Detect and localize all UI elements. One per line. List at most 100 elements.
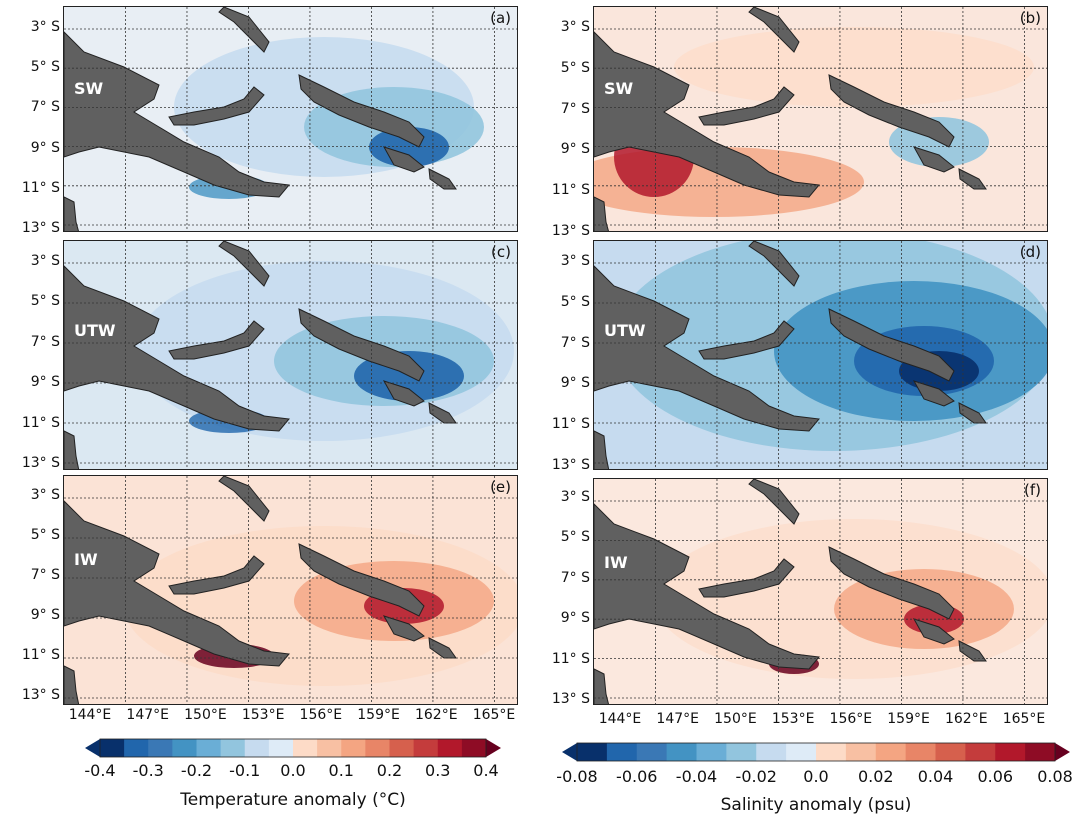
colorbar-bin <box>577 743 608 761</box>
map-panel-c: UTW (c) <box>63 240 518 470</box>
san-cristobal-island <box>958 640 987 662</box>
australia-landmass <box>594 668 610 704</box>
colorbar-bin <box>995 743 1026 761</box>
latitude-label: 9° S <box>30 139 60 156</box>
colorbar-outline <box>99 738 487 758</box>
longitude-label: 165°E <box>472 707 516 723</box>
colorbar-tick-label: -0.2 <box>180 761 213 780</box>
latitude-label: 3° S <box>560 253 590 269</box>
solomon-islands <box>298 308 425 382</box>
latitude-label: 7° S <box>30 99 60 116</box>
latitude-label: 11° S <box>551 416 590 433</box>
latitude-label: 3° S <box>30 19 60 35</box>
colorbar-extend-min <box>85 739 100 757</box>
colorbar-bin <box>636 743 668 761</box>
latitude-label: 7° S <box>30 333 60 350</box>
colorbar-bin <box>845 743 877 761</box>
map-panel-f: IW (f) <box>593 478 1048 705</box>
colorbar-bin <box>389 739 415 757</box>
latitude-label: 3° S <box>30 487 60 503</box>
longitude-label: 159°E <box>887 711 930 727</box>
colorbar-bin <box>875 743 907 761</box>
colorbar-bin <box>172 739 197 757</box>
panel-letter: (f) <box>1024 481 1041 499</box>
longitude-label: 159°E <box>357 707 400 723</box>
latitude-label: 7° S <box>560 334 590 351</box>
colorbar-tick-label: 0.1 <box>328 761 354 780</box>
map-panel-b: SW (b) <box>593 6 1048 232</box>
colorbar-bin <box>816 743 847 761</box>
latitude-label: 7° S <box>560 569 590 586</box>
australia-landmass <box>64 665 80 704</box>
new-ireland-island <box>748 479 800 525</box>
solomon-islands <box>298 74 425 148</box>
colorbar-outline <box>576 742 1056 762</box>
longitude-label: 153°E <box>771 711 815 727</box>
region-label: IW <box>604 553 628 572</box>
australia-landmass <box>594 196 609 231</box>
latitude-label: 5° S <box>30 293 60 310</box>
longitude-label: 150°E <box>714 711 757 727</box>
latitude-label: 13° S <box>551 691 590 707</box>
colorbar-extend-max <box>486 739 501 757</box>
colorbar-extend-max <box>1055 743 1070 761</box>
latitude-label: 5° S <box>30 59 60 76</box>
guadalcanal-island <box>912 380 955 407</box>
new-guinea-landmass <box>594 31 820 198</box>
colorbar-tick-label: 0.4 <box>473 761 499 780</box>
colorbar-tick-label: -0.4 <box>84 761 116 780</box>
temperature-colorbar-label: Temperature anomaly (°C) <box>180 790 406 810</box>
colorbar-tick-label: 0.0 <box>280 761 306 780</box>
latitude-label: 9° S <box>560 141 590 158</box>
map-panel-d: UTW (d) <box>593 240 1048 470</box>
guadalcanal-island <box>912 146 955 173</box>
latitude-label: 9° S <box>560 375 590 392</box>
panel-letter: (e) <box>490 478 511 496</box>
colorbar-tick-label: -0.08 <box>556 767 598 786</box>
colorbar-bin <box>268 739 294 757</box>
san-cristobal-island <box>958 168 987 190</box>
latitude-label: 5° S <box>30 527 60 543</box>
solomon-islands <box>828 308 955 382</box>
region-label: UTW <box>604 321 646 340</box>
map-c-graphic <box>64 241 517 469</box>
colorbar-bin <box>196 739 222 757</box>
latitude-label: 13° S <box>551 457 590 473</box>
map-a-graphic <box>64 7 517 231</box>
latitude-label: 5° S <box>560 59 590 76</box>
colorbar-bin <box>148 739 173 757</box>
temperature-colorbar <box>85 738 501 758</box>
colorbar-bin <box>317 739 342 757</box>
latitude-label: 3° S <box>30 253 60 269</box>
salinity-colorbar-label: Salinity anomaly (psu) <box>720 795 912 815</box>
australia-landmass <box>594 430 610 469</box>
latitude-label: 11° S <box>21 647 60 663</box>
longitude-label: 144°E <box>598 711 642 727</box>
colorbar-bin <box>1025 743 1056 761</box>
australia-landmass <box>64 430 80 469</box>
longitude-label: 144°E <box>68 707 112 723</box>
guadalcanal-island <box>912 618 955 645</box>
colorbar-bin <box>935 743 966 761</box>
longitude-label: 165°E <box>1002 711 1046 727</box>
solomon-islands <box>828 74 955 148</box>
latitude-label: 11° S <box>551 182 590 199</box>
latitude-label: 5° S <box>560 293 590 310</box>
colorbar-bin <box>965 743 996 761</box>
colorbar-bin <box>461 739 487 757</box>
new-guinea-landmass <box>64 500 290 667</box>
colorbar-bin <box>606 743 638 761</box>
panel-letter: (b) <box>1019 9 1041 27</box>
colorbar-tick-label: 0.0 <box>803 767 829 786</box>
anomaly-patch <box>674 27 1034 107</box>
guadalcanal-island <box>382 615 425 642</box>
colorbar-bin <box>293 739 318 757</box>
colorbar-tick-label: 0.3 <box>425 761 451 780</box>
new-guinea-landmass <box>64 265 290 432</box>
latitude-label: 5° S <box>560 529 590 546</box>
colorbar-bin <box>100 739 125 757</box>
longitude-label: 147°E <box>656 711 699 727</box>
region-label: UTW <box>74 321 116 340</box>
panel-letter: (a) <box>490 9 511 27</box>
latitude-label: 13° S <box>21 687 60 703</box>
